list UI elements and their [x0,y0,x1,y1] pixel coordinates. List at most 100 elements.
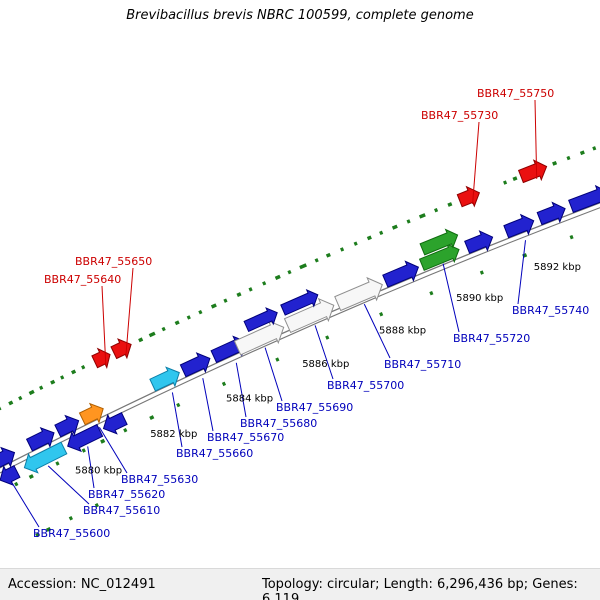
feature-tick [274,274,281,280]
feature-tick [81,448,86,453]
label-leader-line [472,121,480,205]
status-bar: Accession: NC_012491 Topology: circular;… [0,568,600,600]
label-leader-line [125,267,134,356]
feature-tick [379,230,384,236]
feature-tick [223,298,228,303]
gene-BBR47_55710[interactable] [334,276,383,312]
gene-BBR47_55690[interactable] [233,319,285,356]
label-leader-line [534,99,538,179]
label-leader-line [235,362,247,418]
label-leader-line [517,240,526,305]
gene-BBR47_55640[interactable] [91,347,111,369]
gene-BBR47_55630[interactable] [78,402,104,426]
feature-tick [39,385,44,390]
gene-label[interactable]: BBR47_55660 [176,447,253,460]
gene-label[interactable]: BBR47_55730 [421,109,498,122]
label-leader-line [12,483,40,528]
feature-tick [314,258,319,263]
label-leader-line [171,392,183,448]
feature-tick [100,438,106,444]
gene-arrow[interactable] [243,307,278,333]
feature-tick [418,213,426,219]
label-leader-line [87,446,95,489]
feature-tick [174,320,180,326]
gene-label[interactable]: BBR47_55620 [88,488,165,501]
feature-tick [50,379,56,385]
feature-tick [325,335,330,340]
gene-BBR47_55740[interactable] [503,213,535,239]
gene-label[interactable]: BBR47_55750 [477,87,554,100]
gene-arrow[interactable] [280,289,319,316]
feature-tick [479,270,484,275]
gene-arrow[interactable] [25,427,55,452]
gene-BBR47_55620[interactable] [67,423,104,453]
accession-text: Accession: NC_012491 [8,577,156,592]
gene-label[interactable]: BBR47_55680 [240,417,317,430]
gene-label[interactable]: BBR47_55650 [75,255,152,268]
gene-BBR47_55700[interactable] [283,297,335,334]
gene-label[interactable]: BBR47_55710 [384,358,461,371]
label-leader-line [98,427,128,474]
gene-label[interactable]: BBR47_55600 [33,527,110,540]
label-leader-line [47,465,90,505]
position-label: 5890 kbp [456,293,503,304]
gene-label[interactable]: BBR47_55700 [327,379,404,392]
feature-tick [35,532,40,538]
feature-tick [569,234,574,240]
feature-tick [512,176,518,182]
gene-arrow[interactable] [536,201,566,226]
feature-tick [566,155,571,161]
gene-label[interactable]: BBR47_55640 [44,273,121,286]
gene-label[interactable]: BBR47_55720 [453,332,530,345]
feature-tick [353,241,358,246]
feature-tick [299,263,307,270]
feature-tick [221,381,227,387]
feature-tick [287,269,292,275]
feature-tick [579,150,585,156]
position-label: 5880 kbp [75,465,122,476]
gene-BBR47_55650[interactable] [110,338,132,360]
feature-tick [379,312,384,317]
label-leader-line [101,285,107,366]
gene-BBR47_55600[interactable] [0,465,21,487]
position-label: 5886 kbp [302,359,349,370]
label-leader-line [314,325,334,380]
gene-arrow[interactable] [464,230,494,254]
feature-tick [186,315,191,320]
feature-tick [210,303,217,309]
feature-tick [503,180,508,185]
feature-tick [28,474,34,480]
gene-BBR47_55750[interactable] [517,159,548,184]
feature-tick [148,331,156,338]
gene-label[interactable]: BBR47_55610 [83,504,160,517]
gene-BBR47_55730[interactable] [456,185,481,208]
gene-BBR47_55610[interactable] [23,441,68,474]
gene-arrow[interactable] [419,228,459,256]
gene-arrow[interactable] [102,412,128,435]
feature-tick [176,402,181,408]
gene-label[interactable]: BBR47_55690 [276,401,353,414]
feature-tick [94,503,99,508]
feature-tick [236,292,242,297]
gene-arrow[interactable] [568,184,600,214]
gene-label[interactable]: BBR47_55630 [121,473,198,486]
feature-tick [592,146,597,151]
feature-tick [28,389,35,396]
feature-tick [429,290,434,296]
feature-tick [325,252,331,258]
feature-tick [8,400,14,406]
gene-BBR47_55670[interactable] [179,352,211,378]
label-leader-line [442,263,460,333]
gene-arrow[interactable] [382,260,420,288]
gene-label[interactable]: BBR47_55740 [512,304,589,317]
gene-label[interactable]: BBR47_55670 [207,431,284,444]
feature-tick [14,481,19,487]
gene-BBR47_55660[interactable] [149,366,180,392]
gene-arrow[interactable] [0,446,16,469]
gene-arrow[interactable] [54,414,80,438]
feature-tick [123,428,128,433]
feature-tick [391,224,398,230]
feature-tick [55,461,60,466]
